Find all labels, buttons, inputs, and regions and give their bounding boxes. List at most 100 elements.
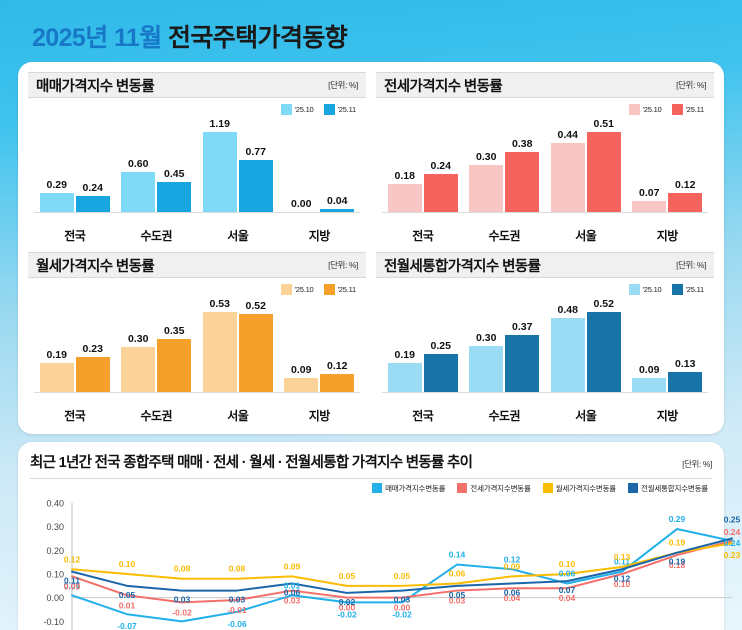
panel-title: 월세가격지수 변동률: [36, 258, 155, 275]
bar[interactable]: 0.30: [121, 333, 156, 392]
bar-value-label: 0.19: [394, 348, 415, 361]
bar[interactable]: 0.51: [586, 118, 621, 212]
bar[interactable]: 0.29: [39, 179, 74, 212]
bar[interactable]: 0.09: [632, 364, 667, 392]
bar-value-label: 0.44: [557, 128, 578, 141]
bar-panel-jeonse-price-index: 전세가격지수 변동률 [단위: %] '25.10 '25.11 0.18 0.24 0.3…: [376, 72, 714, 248]
legend-item[interactable]: '25.11: [323, 103, 356, 115]
bar-slot: 0.24: [75, 115, 110, 212]
bar-slot: 0.52: [238, 295, 273, 392]
legend-item[interactable]: '25.10: [628, 283, 662, 295]
bar-plot-area: 0.18 0.24 0.30 0.38 0.44 0.51 0.07 0.12: [382, 115, 708, 213]
legend-item[interactable]: '25.10: [280, 283, 314, 295]
bar-slot: 0.19: [387, 295, 422, 392]
trend-legend-item[interactable]: 월세가격지수변동률: [542, 483, 616, 493]
bar[interactable]: 0.60: [121, 158, 156, 212]
data-point-label: 0.25: [724, 515, 741, 525]
legend-item[interactable]: '25.10: [628, 103, 662, 115]
category-label-서울: 서울: [575, 409, 597, 423]
bar-slot: 0.18: [387, 115, 422, 212]
category-label-지방: 지방: [308, 409, 331, 423]
bar-value-label: 0.24: [82, 181, 103, 194]
trend-legend-label: 매매가격지수변동률: [385, 483, 446, 493]
bar[interactable]: 0.24: [423, 160, 458, 212]
data-point-label: 0.23: [724, 550, 741, 560]
bar-plot-area: 0.29 0.24 0.60 0.45 1.19 0.77 0.00 0.04: [34, 115, 360, 213]
bar[interactable]: 0.52: [238, 300, 273, 392]
trend-legend-label: 전월세통합지수변동률: [641, 483, 708, 493]
bar[interactable]: 0.48: [550, 304, 585, 392]
data-point-label: 0.08: [174, 564, 191, 574]
bar[interactable]: 0.13: [668, 358, 703, 392]
bar[interactable]: 0.44: [550, 129, 585, 212]
trend-line-매매가격지수변동률[interactable]: [71, 528, 733, 623]
bar[interactable]: 0.07: [632, 187, 667, 212]
bar-slot: 0.60: [121, 115, 156, 212]
bar[interactable]: 0.09: [284, 364, 319, 392]
legend-label: '25.11: [685, 104, 705, 114]
panel-header: 전월세통합가격지수 변동률 [단위: %]: [376, 252, 714, 278]
data-point-label: 0.01: [64, 580, 81, 590]
page-title: 2025년 11월 전국주택가격동향: [32, 18, 732, 54]
legend-label: '25.11: [685, 284, 705, 294]
bar[interactable]: 0.19: [39, 349, 74, 392]
y-axis-tick-label: 0.30: [46, 522, 64, 532]
bar-slot: 0.38: [505, 115, 540, 212]
bar[interactable]: 0.12: [668, 179, 703, 212]
bar[interactable]: 0.52: [586, 298, 621, 392]
y-axis-tick-label: 0.40: [46, 499, 64, 509]
bar-value-label: 0.77: [245, 146, 266, 159]
bar[interactable]: 0.23: [75, 343, 110, 392]
bar-slot: 0.29: [39, 115, 74, 212]
bar-plot-area: 0.19 0.25 0.30 0.37 0.48 0.52 0.09 0.13: [382, 295, 708, 393]
legend-item[interactable]: '25.11: [323, 283, 356, 295]
panel-header: 월세가격지수 변동률 [단위: %]: [28, 252, 366, 278]
page-header: 2025년 11월 전국주택가격동향: [10, 8, 732, 62]
bar[interactable]: 0.25: [423, 340, 458, 392]
bar[interactable]: 0.53: [202, 298, 237, 392]
bar[interactable]: 0.19: [387, 349, 422, 392]
legend-item[interactable]: '25.10: [280, 103, 314, 115]
bar-slot: 0.45: [157, 115, 192, 212]
category-label-서울: 서울: [227, 229, 249, 243]
bar-group-수도권: 0.60 0.45: [120, 115, 192, 212]
legend-item[interactable]: '25.11: [671, 283, 705, 295]
bar-slot: 0.44: [550, 115, 585, 212]
data-point-label: 0.14: [449, 550, 466, 560]
legend-swatch-icon: [457, 483, 468, 493]
data-point-label: 0.01: [284, 580, 301, 590]
trend-line-전세가격지수변동률[interactable]: [71, 539, 733, 604]
bar[interactable]: 0.12: [320, 360, 355, 392]
bar[interactable]: 0.30: [469, 332, 504, 392]
data-point-label: 0.19: [669, 557, 686, 567]
bar[interactable]: 0.38: [505, 138, 540, 212]
bar[interactable]: 1.19: [202, 118, 237, 212]
trend-legend-item[interactable]: 전월세통합지수변동률: [628, 483, 708, 493]
trend-legend-item[interactable]: 전세가격지수변동률: [457, 483, 531, 493]
trend-line-월세가격지수변동률[interactable]: [71, 542, 733, 587]
trend-legend-item[interactable]: 매매가격지수변동률: [372, 483, 446, 493]
bar-group-서울: 1.19 0.77: [202, 115, 274, 212]
bar-value-label: 0.52: [593, 298, 614, 310]
legend-swatch-icon: [372, 483, 383, 493]
bar[interactable]: 0.18: [387, 170, 422, 212]
legend-label: '25.10: [294, 284, 314, 294]
bar[interactable]: 0.24: [75, 182, 110, 212]
bar[interactable]: 0.35: [157, 325, 192, 392]
legend-item[interactable]: '25.11: [671, 103, 705, 115]
bar[interactable]: 0.04: [320, 195, 355, 212]
panel-header: 전세가격지수 변동률 [단위: %]: [376, 72, 714, 98]
data-point-label: -0.01: [227, 605, 247, 615]
data-point-label: -0.02: [172, 607, 192, 617]
trend-line-전월세통합지수변동률[interactable]: [71, 537, 733, 594]
bar[interactable]: 0.30: [469, 151, 504, 212]
data-point-label: 0.03: [229, 595, 246, 605]
bar[interactable]: 0.37: [505, 321, 540, 392]
bar-value-label: 0.51: [593, 118, 614, 130]
data-point-label: 0.04: [559, 593, 576, 603]
bar[interactable]: 0.77: [238, 146, 273, 212]
data-point-label: 0.06: [504, 587, 521, 597]
y-axis-tick-label: 0.10: [46, 570, 64, 580]
bar[interactable]: 0.45: [157, 168, 192, 212]
bar-group-수도권: 0.30 0.38: [468, 115, 540, 212]
